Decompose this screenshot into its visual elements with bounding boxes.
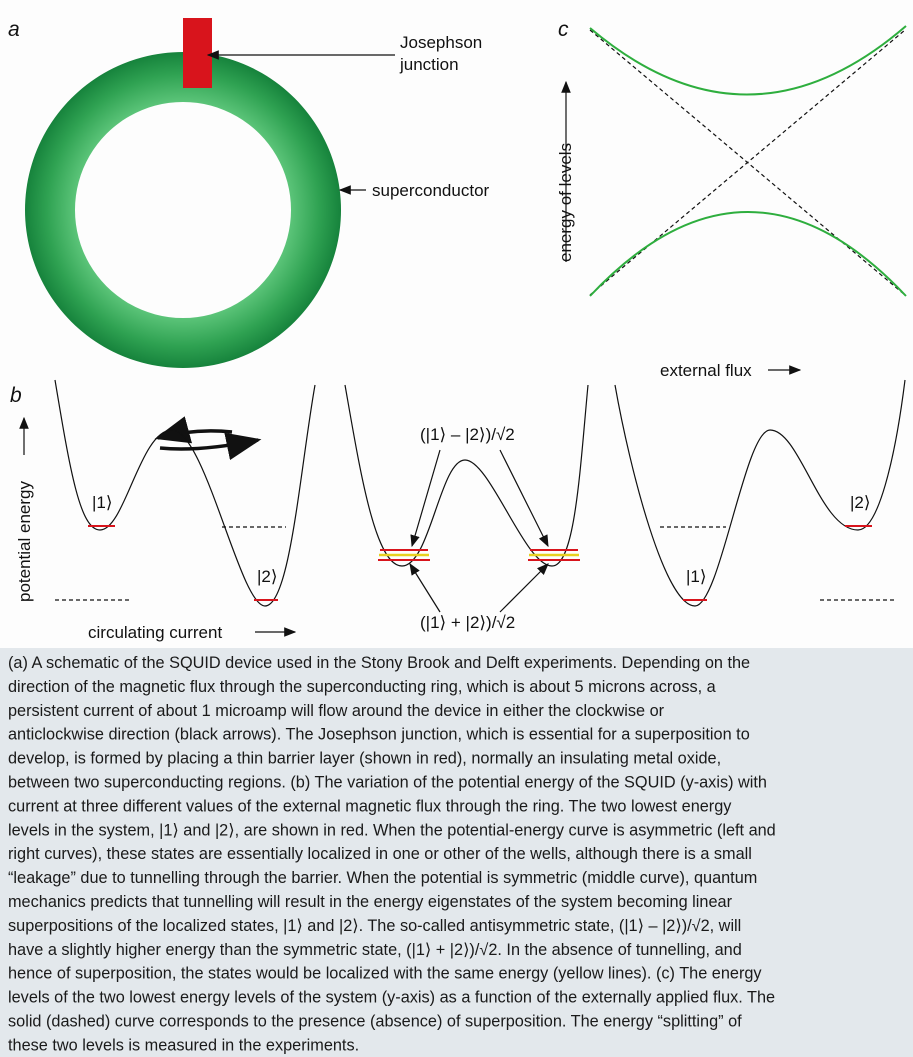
annotation: (|1⟩ + |2⟩)/√2 — [420, 613, 515, 632]
caption-line: levels of the two lowest energy levels o… — [8, 989, 775, 1007]
axis-label: potential energy — [15, 481, 34, 602]
caption-line: mechanics predicts that tunnelling will … — [8, 893, 733, 911]
state-label: |2⟩ — [850, 493, 871, 512]
annotation: superconductor — [372, 181, 490, 200]
axis-label: external flux — [660, 361, 752, 380]
annotation: Josephson — [400, 33, 482, 52]
caption-line: these two levels is measured in the expe… — [8, 1036, 359, 1054]
caption-line: persistent current of about 1 microamp w… — [8, 702, 665, 720]
panel-label: b — [10, 384, 22, 407]
caption-line: current at three different values of the… — [8, 797, 732, 815]
junction — [183, 18, 212, 88]
panel-label: c — [558, 18, 569, 41]
caption-line: superpositions of the localized states, … — [8, 917, 741, 935]
caption-line: right curves), these states are essentia… — [8, 845, 752, 863]
state-label: |1⟩ — [92, 493, 113, 512]
axis-label: energy of levels — [556, 143, 575, 262]
annotation: junction — [399, 55, 459, 74]
panel-label: a — [8, 18, 20, 41]
caption-line: (a) A schematic of the SQUID device used… — [8, 654, 750, 672]
caption-line: “leakage” due to tunnelling through the … — [8, 869, 757, 887]
caption-line: anticlockwise direction (black arrows). … — [8, 726, 750, 744]
caption-line: direction of the magnetic flux through t… — [8, 678, 717, 696]
state-label: |2⟩ — [257, 567, 278, 586]
state-label: |1⟩ — [686, 567, 707, 586]
figure: a Josephson junction superconductor c en… — [0, 0, 913, 1057]
caption-line: between two superconducting regions. (b)… — [8, 774, 767, 792]
caption-line: have a slightly higher energy than the s… — [8, 941, 742, 959]
caption-line: hence of superposition, the states would… — [8, 965, 762, 983]
caption: (a) A schematic of the SQUID device used… — [8, 654, 776, 1054]
axis-label: circulating current — [88, 623, 222, 642]
caption-line: develop, is formed by placing a thin bar… — [8, 750, 721, 768]
caption-line: levels in the system, |1⟩ and |2⟩, are s… — [8, 821, 776, 839]
caption-line: solid (dashed) curve corresponds to the … — [8, 1013, 742, 1031]
annotation: (|1⟩ – |2⟩)/√2 — [420, 425, 515, 444]
